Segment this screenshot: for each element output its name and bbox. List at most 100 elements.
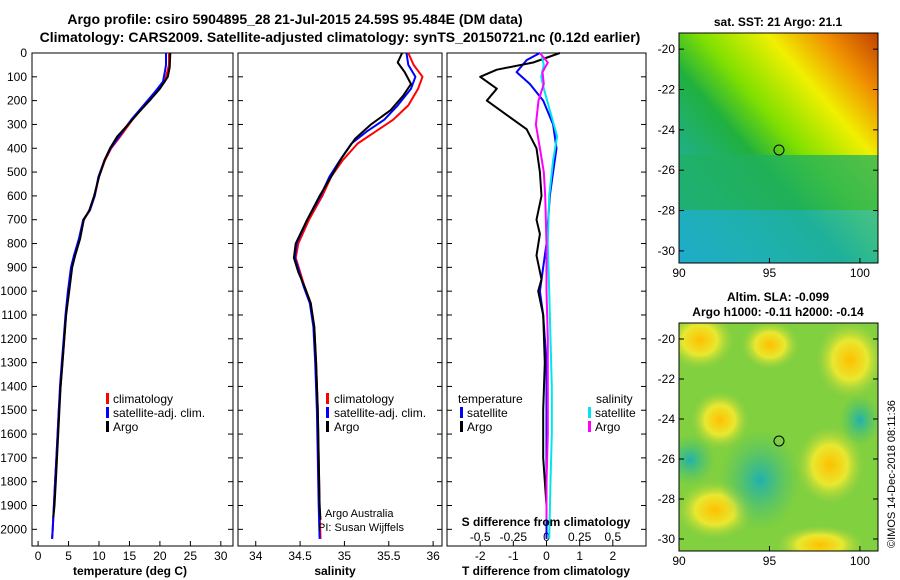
legend-swatch-s-satellite — [588, 407, 591, 418]
map-x-tick-label: 100 — [850, 554, 870, 568]
copyright-footer: ©IMOS 14-Dec-2018 08:11:36 — [886, 400, 898, 548]
depth-tick-label: 1600 — [0, 427, 27, 441]
x-tick-label: 5 — [65, 549, 72, 563]
top-tick-label: 0.5 — [604, 530, 621, 544]
salinity-legend: climatology satellite-adj. clim. Argo Ar… — [318, 392, 426, 534]
depth-tick-label: 900 — [7, 260, 27, 274]
salinity-xlabel: salinity — [314, 564, 356, 578]
map-x-tick-label: 95 — [763, 554, 777, 568]
sst-frame — [678, 32, 879, 264]
legend-heading-temperature: temperature — [458, 392, 523, 406]
legend-swatch-t-satellite — [460, 407, 463, 418]
annotation-pi: PI: Susan Wijffels — [318, 522, 404, 534]
depth-tick-label: 400 — [7, 141, 27, 155]
sst-band-cool — [679, 155, 878, 210]
sla-frame — [678, 322, 879, 552]
depth-tick-label: 1500 — [0, 403, 27, 417]
legend-label-argo: Argo — [334, 420, 360, 434]
plot-frame — [237, 52, 443, 547]
map-y-tick-label: -24 — [658, 123, 676, 137]
map-x-tick-label: 95 — [763, 266, 777, 280]
legend-label-s-argo: Argo — [595, 420, 621, 434]
difference-xlabel: T difference from climatology — [462, 564, 630, 578]
plot-frame — [31, 52, 234, 547]
depth-tick-label: 2000 — [0, 522, 27, 536]
annotation-argo-australia: Argo Australia — [325, 508, 394, 520]
legend-swatch-climatology — [326, 393, 329, 404]
sla-blob-low — [679, 435, 715, 485]
x-tick-label: 0 — [35, 549, 42, 563]
depth-tick-label: 100 — [7, 70, 27, 84]
sla-map-title-line1: Altim. SLA: -0.099 — [727, 290, 829, 304]
legend-swatch-argo — [326, 421, 329, 432]
sla-blob-low — [720, 430, 800, 530]
sla-blob — [815, 323, 878, 400]
sla-blob — [679, 323, 735, 370]
x-tick-label: -1 — [508, 549, 519, 563]
x-tick-label: 30 — [214, 549, 228, 563]
map-y-tick-label: -24 — [658, 412, 676, 426]
series-line-s-argo — [534, 52, 549, 520]
map-y-tick-label: -22 — [658, 372, 676, 386]
sst-map: sat. SST: 21 Argo: 21.1 -20 -22 -24 -26 -28 -… — [658, 15, 879, 280]
sst-map-title: sat. SST: 21 Argo: 21.1 — [714, 15, 843, 29]
map-x-tick-label: 90 — [672, 554, 686, 568]
depth-tick-label: 800 — [7, 237, 27, 251]
map-y-tick-label: -26 — [658, 452, 676, 466]
depth-tick-label: 700 — [7, 213, 27, 227]
temperature-xlabel: temperature (deg C) — [73, 564, 187, 578]
series-line-climatology — [51, 53, 170, 539]
sla-blob-low — [840, 395, 878, 445]
depth-tick-label: 200 — [7, 94, 27, 108]
depth-tick-label: 1800 — [0, 475, 27, 489]
difference-panel: -2 -1 0 1 2-0.5 -0.25 0 0.25 0.5 — [446, 52, 647, 563]
depth-tick-label: 1900 — [0, 499, 27, 513]
legend-swatch-argo — [106, 421, 109, 432]
x-tick-label: 35 — [338, 549, 352, 563]
sla-axes: -20 -22 -24 -26 -28 -30 90 95 100 — [658, 332, 878, 568]
depth-tick-label: 600 — [7, 189, 27, 203]
top-tick-label: -0.25 — [500, 530, 528, 544]
x-tick-label: 2 — [609, 549, 616, 563]
top-tick-label: 0.25 — [568, 530, 592, 544]
depth-axis: 0 100 200 300 400 500 600 700 800 900 1000 1100 1200… — [0, 46, 27, 536]
depth-tick-label: 500 — [7, 165, 27, 179]
x-tick-label: 20 — [153, 549, 167, 563]
series-line-t-argo — [479, 52, 561, 520]
map-y-tick-label: -22 — [658, 82, 676, 96]
map-y-tick-label: -20 — [658, 332, 676, 346]
sst-axes: -20 -22 -24 -26 -28 -30 90 95 100 — [658, 42, 878, 280]
x-tick-label: 34.5 — [288, 549, 312, 563]
temperature-legend: climatology satellite-adj. clim. Argo — [106, 392, 205, 434]
depth-tick-label: 1200 — [0, 332, 27, 346]
legend-swatch-satellite — [326, 407, 329, 418]
x-tick-label: 35.5 — [377, 549, 401, 563]
map-y-tick-label: -30 — [658, 244, 676, 258]
salinity-panel: 34 34.5 35 35.5 36 — [237, 52, 443, 563]
depth-tick-label: 1300 — [0, 356, 27, 370]
legend-label-climatology: climatology — [334, 392, 394, 406]
sla-blob — [740, 323, 800, 370]
sla-blob — [795, 425, 865, 505]
sla-map: Altim. SLA: -0.099 Argo h1000: -0.11 h20… — [658, 290, 879, 568]
x-tick-label: 25 — [184, 549, 198, 563]
legend-label-argo: Argo — [113, 420, 139, 434]
legend-label-s-satellite: satellite — [595, 406, 636, 420]
series-line-satellite-adj-clim- — [293, 52, 417, 539]
legend-heading-salinity: salinity — [596, 392, 633, 406]
map-x-tick-label: 100 — [850, 266, 870, 280]
legend-swatch-s-argo — [588, 421, 591, 432]
legend-swatch-satellite — [106, 407, 109, 418]
x-tick-label: 15 — [123, 549, 137, 563]
legend-swatch-t-argo — [460, 421, 463, 432]
sla-blob — [690, 390, 750, 450]
x-tick-label: 0 — [543, 549, 550, 563]
figure-title-line2: Climatology: CARS2009. Satellite-adjuste… — [40, 29, 641, 45]
legend-label-climatology: climatology — [113, 392, 173, 406]
map-y-tick-label: -20 — [658, 42, 676, 56]
depth-tick-label: 1100 — [1, 308, 27, 322]
sla-blob — [775, 525, 865, 551]
series-line-climatology — [294, 52, 424, 539]
map-y-tick-label: -26 — [658, 163, 676, 177]
map-y-tick-label: -28 — [658, 204, 676, 218]
